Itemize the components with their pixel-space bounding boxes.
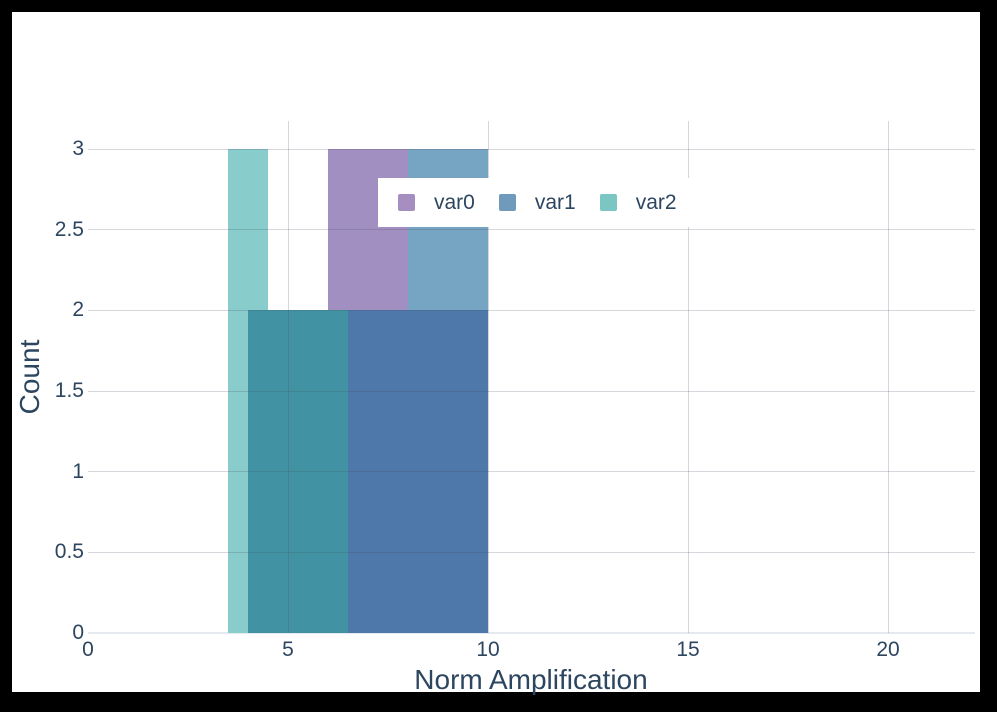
x-tick-label: 10 (476, 638, 500, 661)
legend-label: var1 (534, 190, 576, 214)
y-gridline (88, 229, 975, 231)
y-tick-label: 2 (72, 298, 84, 322)
x-gridline (887, 121, 889, 633)
x-tick-label: 15 (676, 638, 700, 661)
legend-label: var0 (434, 190, 475, 214)
histogram-bar-var2+var1 (248, 310, 348, 633)
y-tick-label: 2.5 (54, 217, 84, 241)
x-axis-line (88, 632, 975, 634)
y-gridline (88, 309, 975, 311)
x-tick-label: 5 (282, 638, 294, 661)
x-axis-title: Norm Amplification (414, 664, 648, 695)
legend-item-var1[interactable]: var1 (498, 190, 576, 215)
y-gridline (88, 551, 975, 553)
legend: var0 var1 var2 (378, 178, 697, 227)
legend-swatch-icon (498, 194, 516, 211)
x-gridline (687, 121, 689, 633)
histogram-bar-var1 (408, 149, 488, 311)
legend-item-var0[interactable]: var0 (398, 191, 475, 215)
legend-swatch-icon (398, 194, 415, 211)
chart-canvas (12, 12, 980, 692)
y-gridline (88, 390, 975, 392)
y-gridline (88, 471, 975, 473)
legend-item-var2[interactable]: var2 (599, 190, 677, 215)
y-tick-label: 1 (72, 459, 84, 483)
x-tick-label: 0 (82, 638, 94, 661)
y-tick-label: 0 (72, 621, 84, 644)
x-gridline (487, 121, 489, 633)
y-tick-label: 1.5 (54, 379, 84, 402)
legend-label: var2 (635, 190, 677, 214)
y-gridline (88, 148, 975, 150)
histogram-bar-var0 (328, 149, 408, 311)
histogram-bar-var2 (228, 149, 268, 311)
y-axis-title: Count (14, 339, 45, 415)
legend-swatch-icon (599, 194, 617, 211)
x-tick-label: 20 (876, 638, 900, 661)
histogram-bar-var1+var0 (348, 310, 488, 633)
y-tick-label: 3 (72, 137, 84, 160)
x-gridline (287, 121, 289, 633)
y-tick-label: 0.5 (54, 540, 84, 564)
histogram-bar-var2 (228, 310, 248, 633)
